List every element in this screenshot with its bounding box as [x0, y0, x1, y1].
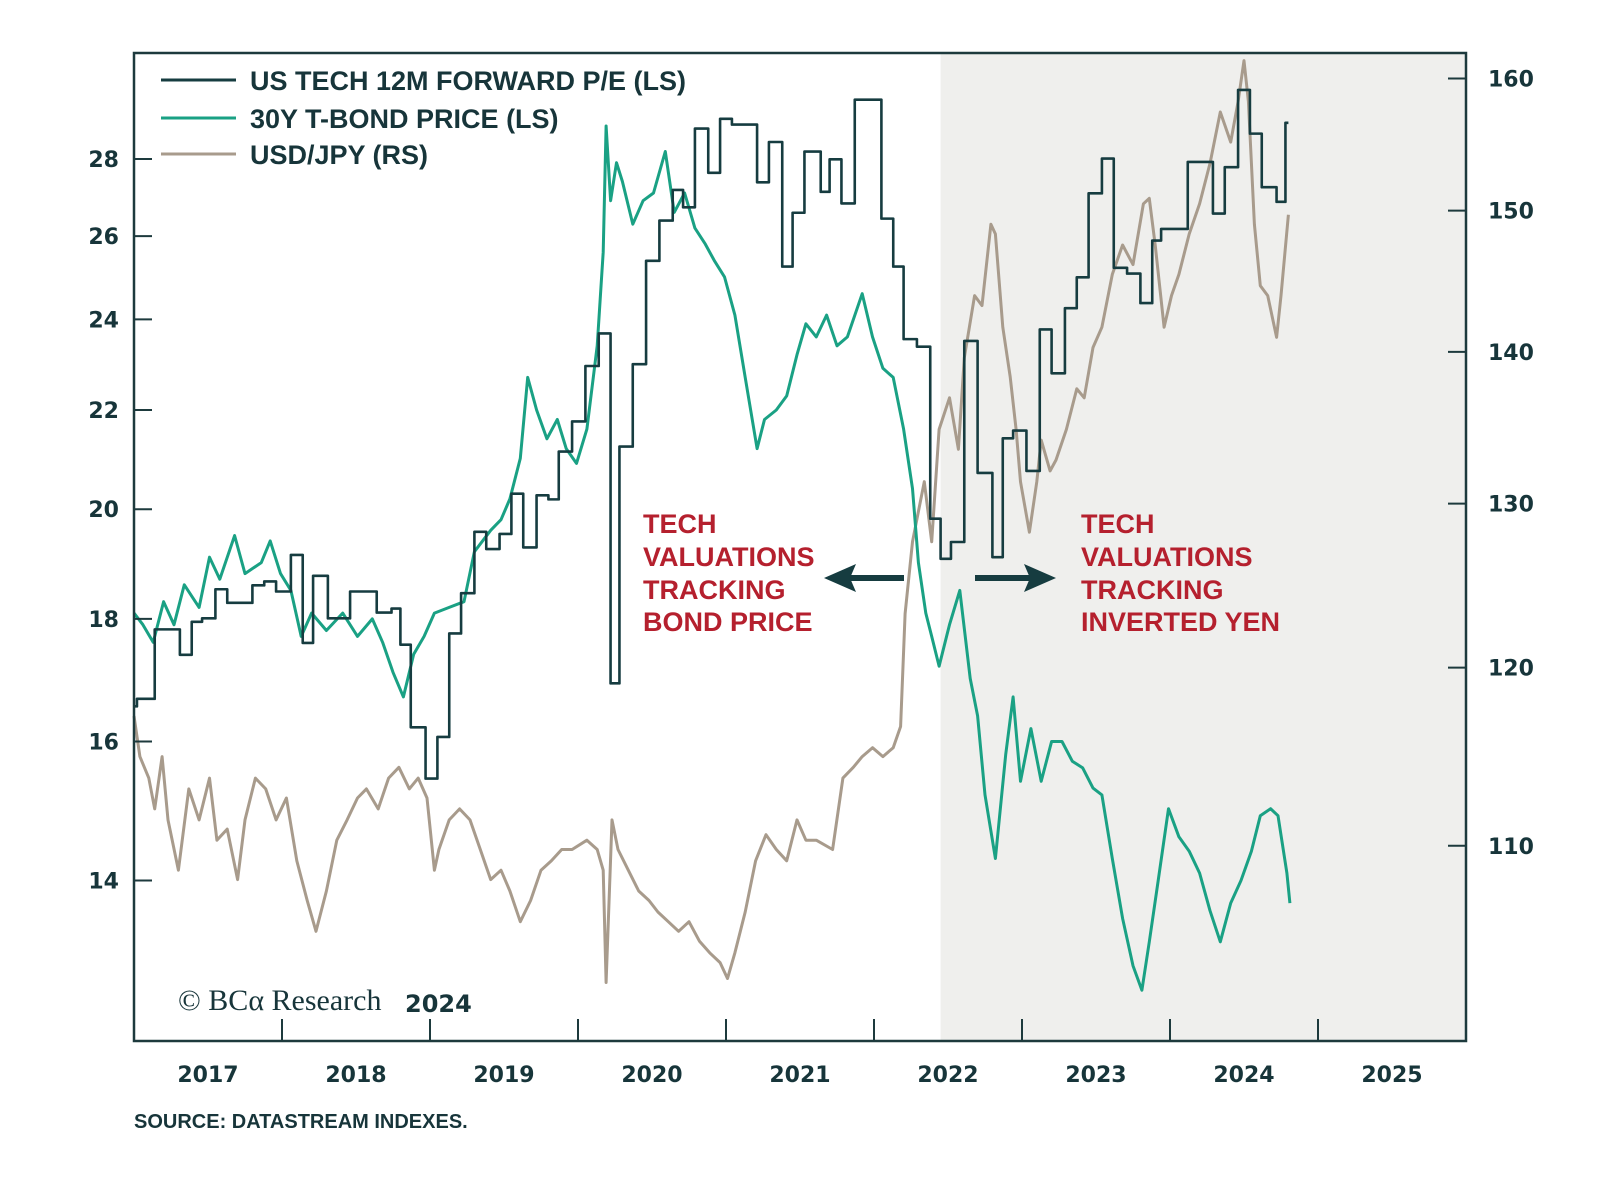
- brand-name: © BCα Research: [178, 984, 381, 1017]
- annotation-left-line-3: TRACKING: [643, 575, 786, 605]
- legend: US TECH 12M FORWARD P/E (LS) 30Y T-BOND …: [161, 66, 686, 170]
- series-line-usdjpy: [132, 59, 1290, 984]
- arrow-left-icon: [824, 564, 904, 592]
- x-tick-label: 2020: [621, 1063, 682, 1088]
- plot-frame: [132, 51, 1468, 1043]
- annotation-right-line-1: TECH: [1081, 509, 1155, 539]
- series-line-pe: [134, 88, 1289, 780]
- x-tick-label: 2019: [473, 1063, 534, 1088]
- source-note: SOURCE: DATASTREAM INDEXES.: [134, 1111, 468, 1133]
- series-line-bond: [132, 124, 1292, 992]
- x-tick-label: 2022: [917, 1063, 978, 1088]
- left-tick-label: 24: [88, 308, 119, 333]
- right-tick-label: 110: [1488, 835, 1534, 860]
- brand-year: 2024: [405, 990, 472, 1018]
- left-tick-label: 26: [88, 225, 119, 250]
- left-tick-label: 28: [88, 148, 119, 173]
- legend-label-usdjpy: USD/JPY (RS): [250, 140, 428, 170]
- x-tick-label: 2021: [769, 1063, 830, 1088]
- left-tick-label: 16: [88, 731, 119, 756]
- right-tick-label: 130: [1488, 493, 1534, 518]
- x-tick-label: 2024: [1213, 1063, 1274, 1088]
- annotation-bond: TECH VALUATIONS TRACKING BOND PRICE: [643, 509, 904, 637]
- annotation-left-line-4: BOND PRICE: [643, 607, 813, 637]
- left-tick-label: 22: [88, 399, 119, 424]
- legend-label-bond: 30Y T-BOND PRICE (LS): [250, 104, 559, 134]
- x-tick-label: 2017: [177, 1063, 238, 1088]
- annotation-right-line-4: INVERTED YEN: [1081, 607, 1280, 637]
- x-tick-label: 2025: [1361, 1063, 1422, 1088]
- legend-label-pe: US TECH 12M FORWARD P/E (LS): [250, 66, 686, 96]
- shaded-region: [940, 53, 1466, 1041]
- x-tick-label: 2023: [1065, 1063, 1126, 1088]
- left-tick-label: 14: [88, 870, 119, 895]
- x-tick-label: 2018: [325, 1063, 386, 1088]
- right-tick-label: 120: [1488, 657, 1534, 682]
- arrow-right-icon: [975, 564, 1056, 592]
- right-tick-label: 160: [1488, 67, 1534, 92]
- annotation-left-line-2: VALUATIONS: [643, 542, 815, 572]
- right-tick-label: 150: [1488, 200, 1534, 225]
- annotation-yen: TECH VALUATIONS TRACKING INVERTED YEN: [975, 509, 1280, 637]
- left-tick-label: 20: [88, 498, 119, 523]
- annotation-right-line-3: TRACKING: [1081, 575, 1224, 605]
- annotation-left-line-1: TECH: [643, 509, 717, 539]
- watermark-logo: © BCα Research 2024: [178, 984, 472, 1018]
- right-tick-label: 140: [1488, 341, 1534, 366]
- series-layer: [132, 59, 1292, 992]
- annotation-right-line-2: VALUATIONS: [1081, 542, 1253, 572]
- left-tick-label: 18: [88, 608, 119, 633]
